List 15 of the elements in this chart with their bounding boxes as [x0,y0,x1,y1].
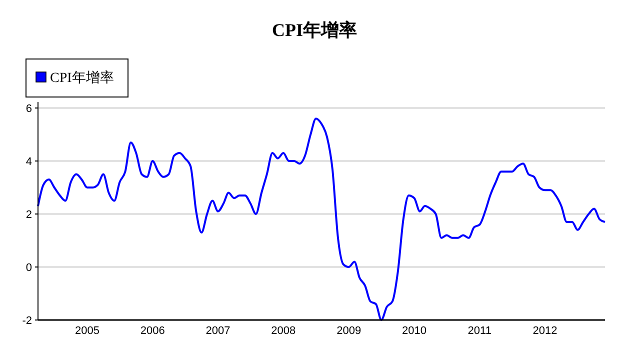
x-tick-label: 2009 [336,325,362,337]
legend-label: CPI年增率 [50,70,114,86]
x-tick-label: 2010 [402,325,427,337]
y-tick-label: 0 [26,262,32,274]
y-tick-label: 2 [26,208,32,221]
x-tick-label: 2011 [468,325,492,337]
y-tick-label: 6 [26,102,32,115]
chart-title: CPI年增率 [272,20,357,40]
x-tick-label: 2008 [271,325,296,337]
x-tick-label: 2005 [75,325,100,337]
x-tick-label: 2012 [532,325,558,337]
y-tick-label: -2 [22,314,32,327]
x-tick-label: 2007 [206,325,230,337]
y-tick-label: 4 [26,156,32,168]
x-tick-label: 2006 [140,325,165,337]
